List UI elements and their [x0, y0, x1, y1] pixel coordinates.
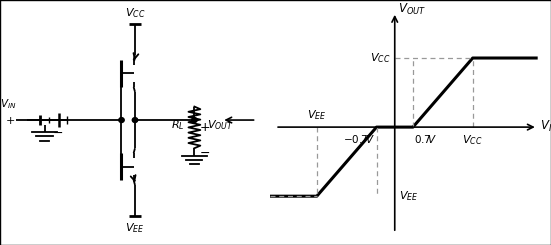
Text: $+$: $+$	[199, 121, 210, 134]
Text: $V_{CC}$: $V_{CC}$	[370, 51, 391, 65]
Text: $V_{IN}$: $V_{IN}$	[541, 118, 551, 134]
Text: $V_{EE}$: $V_{EE}$	[398, 189, 418, 203]
Text: $V_{EE}$: $V_{EE}$	[307, 108, 327, 122]
Circle shape	[132, 118, 138, 122]
Text: $V_{OUT}$: $V_{OUT}$	[207, 118, 233, 132]
Text: $-$: $-$	[199, 146, 210, 159]
Circle shape	[119, 118, 124, 122]
Text: $V_{OUT}$: $V_{OUT}$	[398, 2, 426, 17]
Text: $V_{EE}$: $V_{EE}$	[125, 221, 145, 235]
Text: $-0.7V$: $-0.7V$	[343, 133, 375, 145]
Circle shape	[192, 118, 197, 122]
Text: $R_L$: $R_L$	[171, 118, 184, 132]
Text: $0.7V$: $0.7V$	[414, 133, 438, 145]
Text: $+$: $+$	[5, 115, 15, 125]
Text: $V_{CC}$: $V_{CC}$	[462, 134, 483, 147]
Text: $V_{IN}$: $V_{IN}$	[0, 98, 17, 111]
Text: $V_{CC}$: $V_{CC}$	[125, 6, 145, 20]
Text: $-$: $-$	[52, 126, 63, 139]
